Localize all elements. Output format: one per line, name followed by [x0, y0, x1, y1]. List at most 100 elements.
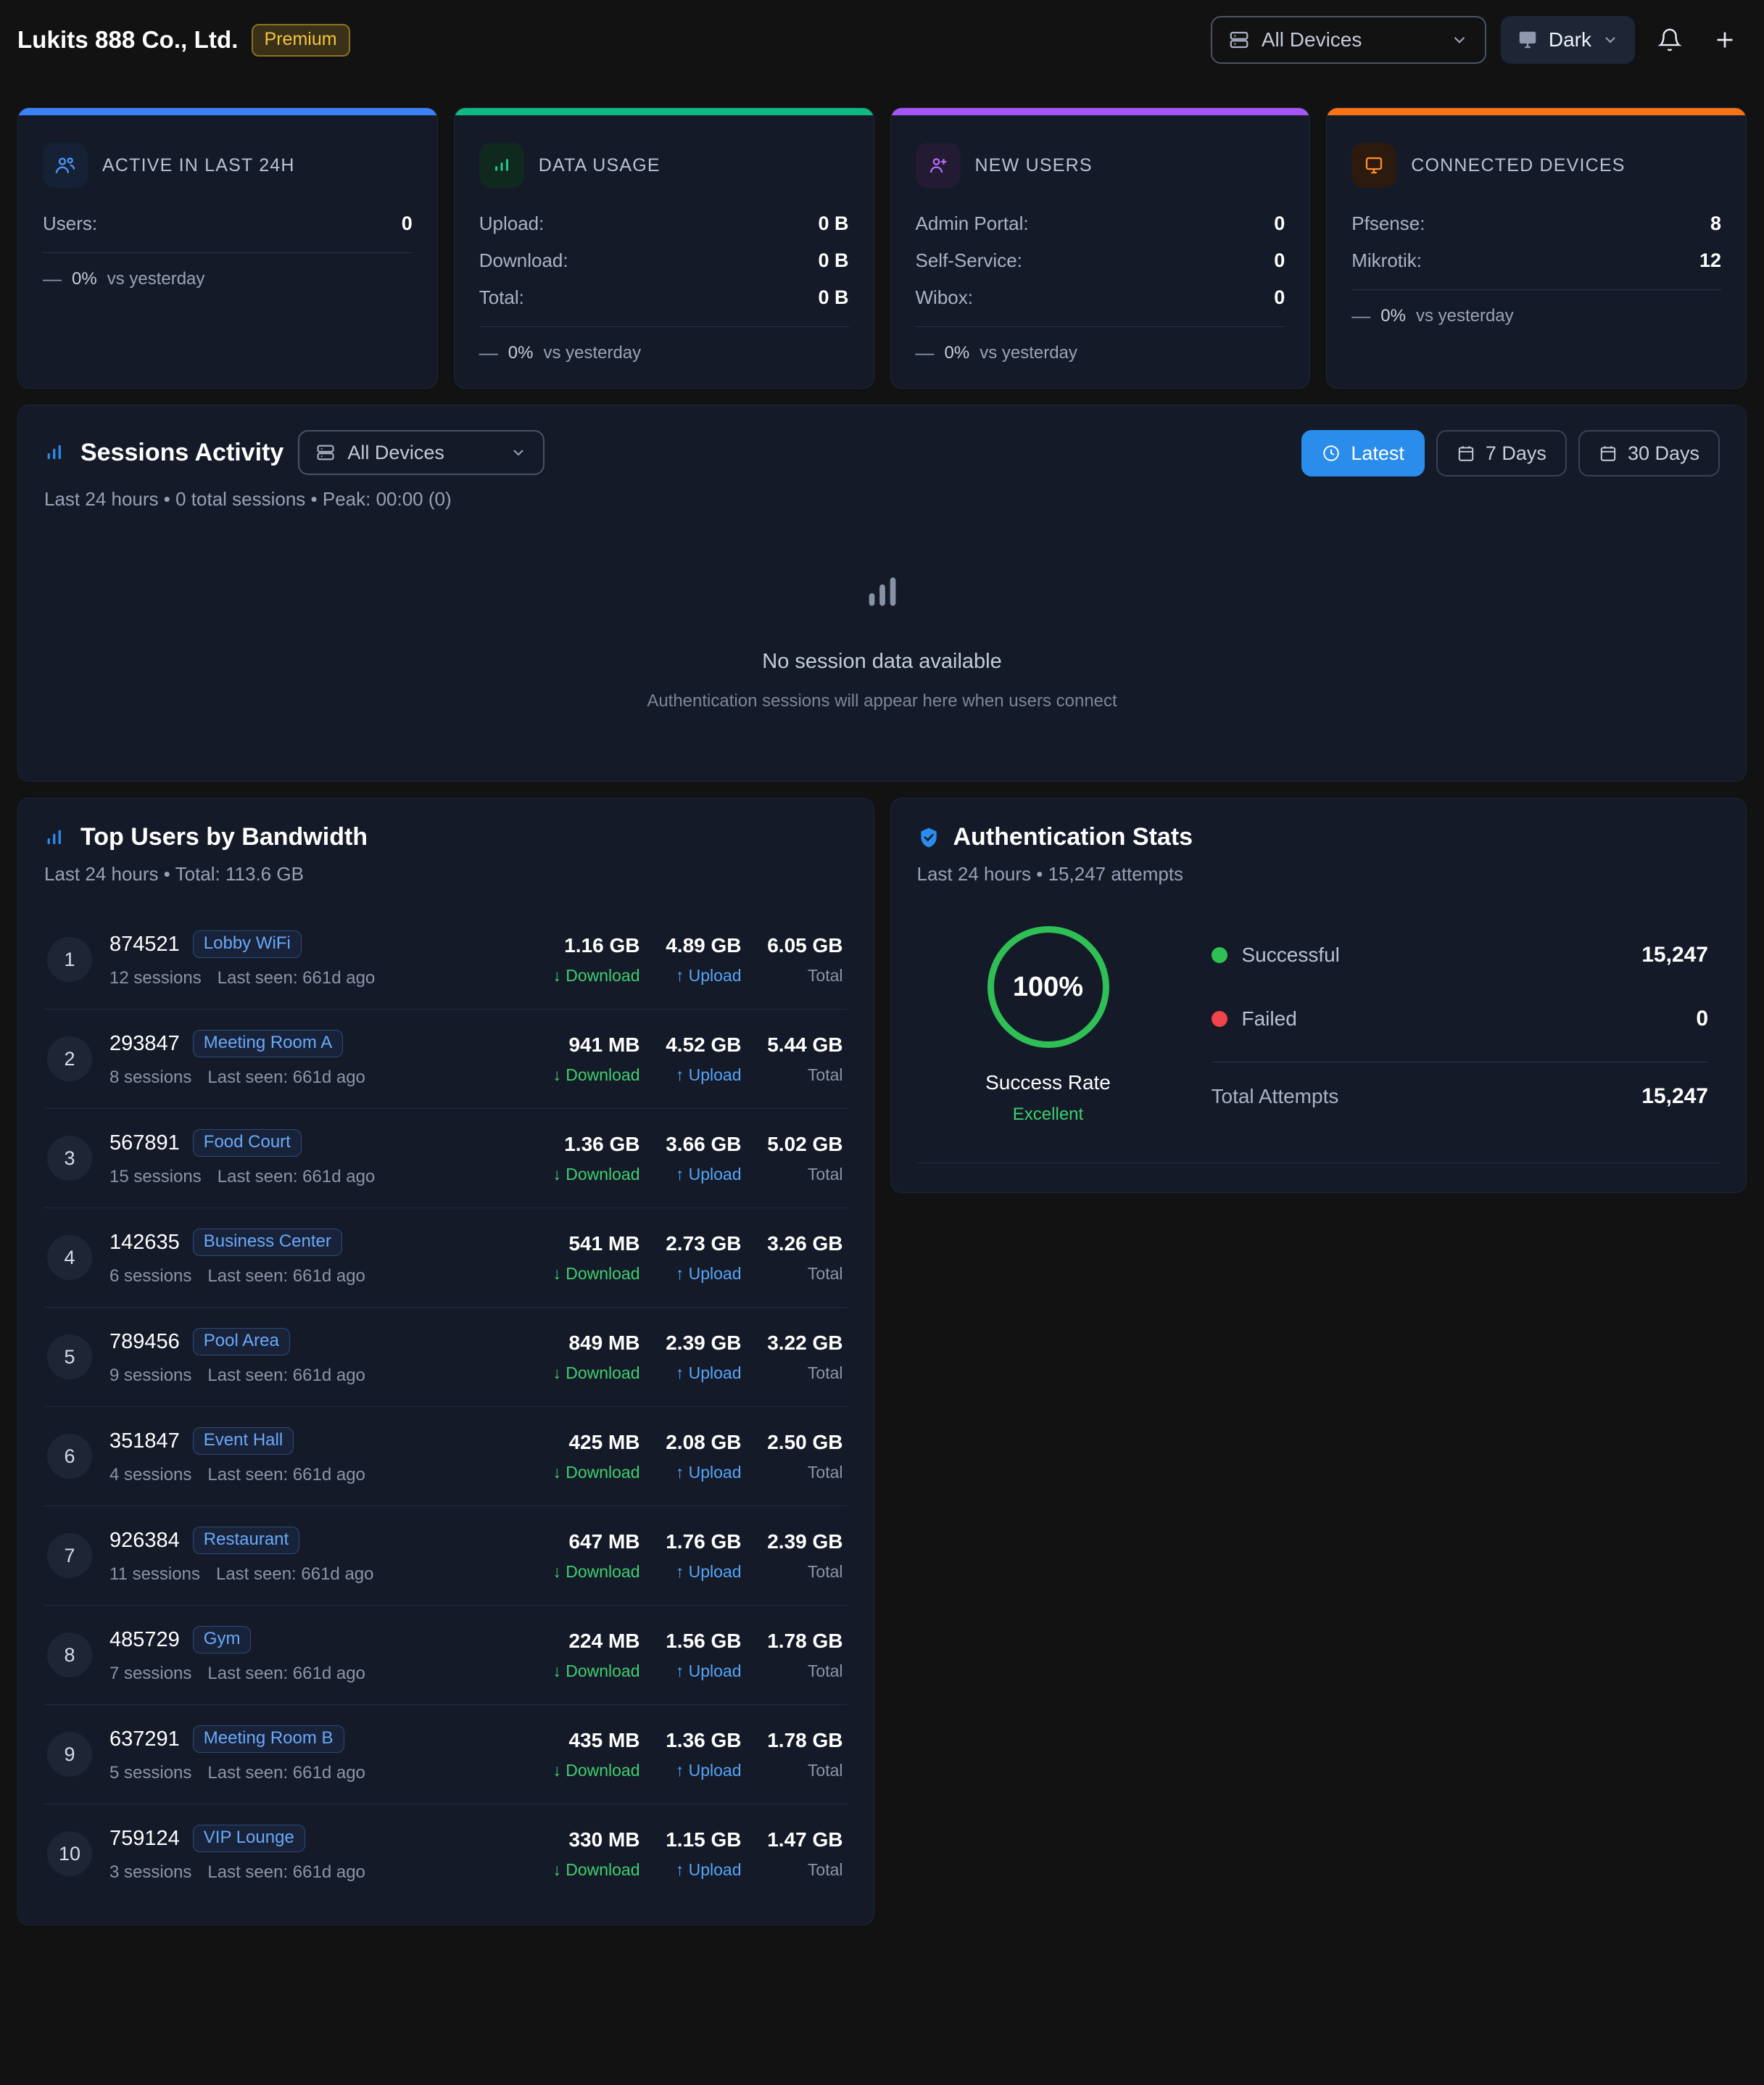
- tab-latest[interactable]: Latest: [1301, 430, 1425, 476]
- download-value: 849 MB: [568, 1331, 640, 1354]
- download-label: ↓ Download: [552, 1859, 640, 1879]
- download-label: ↓ Download: [552, 1065, 640, 1084]
- auth-title: Authentication Stats: [953, 823, 1193, 851]
- total-value: 1.78 GB: [767, 1629, 843, 1652]
- row-secondary: 11 sessions Last seen: 661d ago: [109, 1564, 521, 1585]
- add-button[interactable]: [1705, 20, 1745, 60]
- tab-30-days[interactable]: 30 Days: [1578, 430, 1720, 476]
- zone-chip: Pool Area: [192, 1328, 290, 1355]
- gauge-quality: Excellent: [1012, 1105, 1084, 1124]
- clock-icon: [1322, 444, 1341, 463]
- total-value: 6.05 GB: [767, 933, 843, 957]
- table-row[interactable]: 2 293847 Meeting Room A 8 sessions Last …: [44, 1009, 848, 1108]
- top-users-list: 1 874521 Lobby WiFi 12 sessions Last see…: [44, 910, 848, 1903]
- card-rows: Users: 0: [43, 212, 413, 235]
- last-seen: Last seen: 661d ago: [207, 1266, 365, 1286]
- download-value: 941 MB: [568, 1033, 640, 1056]
- total-label: Total: [807, 1263, 843, 1283]
- card-header: CONNECTED DEVICES: [1351, 143, 1721, 188]
- auth-total-row: Total Attempts 15,247: [1212, 1073, 1709, 1120]
- rank-badge: 3: [47, 1136, 92, 1181]
- bar-chart-icon: [861, 571, 903, 614]
- metric-upload: 4.52 GB ↑ Upload: [640, 1033, 741, 1085]
- download-label: ↓ Download: [552, 1462, 640, 1482]
- trend-text: vs yesterday: [1415, 305, 1514, 326]
- sessions-header-left: Sessions Activity All Devices: [44, 430, 545, 511]
- upload-label: ↑ Upload: [675, 1263, 742, 1283]
- card-accent-bar: [454, 108, 874, 115]
- table-row[interactable]: 10 759124 VIP Lounge 3 sessions Last see…: [44, 1804, 848, 1903]
- metric-total: 1.47 GB Total: [742, 1828, 843, 1880]
- rank-badge: 10: [47, 1831, 92, 1876]
- table-row[interactable]: 6 351847 Event Hall 4 sessions Last seen…: [44, 1406, 848, 1506]
- stat-line: Admin Portal: 0: [916, 212, 1285, 235]
- total-label: Total: [807, 1859, 843, 1879]
- chevron-down-icon: [510, 444, 527, 461]
- table-row[interactable]: 1 874521 Lobby WiFi 12 sessions Last see…: [44, 910, 848, 1009]
- tab-7-days[interactable]: 7 Days: [1436, 430, 1567, 476]
- table-row[interactable]: 5 789456 Pool Area 9 sessions Last seen:…: [44, 1307, 848, 1406]
- upload-label: ↑ Upload: [675, 1363, 742, 1382]
- stat-value: 12: [1699, 249, 1721, 271]
- sessions-empty-state: No session data available Authentication…: [44, 511, 1720, 752]
- user-id: 485729: [109, 1627, 180, 1651]
- sessions-count: 7 sessions: [109, 1664, 192, 1683]
- zone-chip: Business Center: [192, 1229, 342, 1256]
- trend-symbol: —: [479, 342, 498, 363]
- row-metrics: 941 MB ↓ Download 4.52 GB ↑ Upload 5.44 …: [539, 1033, 842, 1085]
- row-primary: 874521 Lobby WiFi: [109, 930, 521, 958]
- server-icon: [1228, 29, 1250, 51]
- theme-toggle[interactable]: Dark: [1500, 16, 1635, 64]
- metric-download: 224 MB ↓ Download: [539, 1630, 639, 1681]
- trend-pct: 0%: [1380, 305, 1406, 326]
- metric-download: 425 MB ↓ Download: [539, 1431, 640, 1482]
- row-main: 142635 Business Center 6 sessions Last s…: [109, 1229, 521, 1287]
- stat-label: Mikrotik:: [1351, 249, 1423, 271]
- notifications-button[interactable]: [1649, 20, 1690, 60]
- user-id: 637291: [109, 1727, 180, 1751]
- stat-value: 0: [1274, 249, 1285, 271]
- last-seen: Last seen: 661d ago: [207, 1366, 365, 1385]
- total-attempts-label: Total Attempts: [1211, 1084, 1339, 1107]
- sessions-count: 8 sessions: [109, 1068, 192, 1087]
- row-primary: 351847 Event Hall: [109, 1427, 521, 1455]
- row-metrics: 330 MB ↓ Download 1.15 GB ↑ Upload 1.47 …: [539, 1828, 843, 1880]
- table-row[interactable]: 3 567891 Food Court 15 sessions Last see…: [44, 1108, 848, 1207]
- device-filter-select[interactable]: All Devices: [1210, 16, 1486, 64]
- monitor-icon: [1351, 143, 1397, 188]
- user-id: 789456: [109, 1329, 180, 1353]
- card-title: NEW USERS: [974, 154, 1093, 176]
- metric-total: 3.22 GB Total: [742, 1331, 842, 1383]
- bottom-section: Top Users by Bandwidth Last 24 hours • T…: [0, 782, 1764, 1925]
- sessions-count: 3 sessions: [109, 1862, 192, 1882]
- sessions-count: 4 sessions: [109, 1465, 192, 1485]
- card-title: DATA USAGE: [538, 154, 661, 176]
- row-primary: 637291 Meeting Room B: [109, 1725, 521, 1753]
- table-row[interactable]: 7 926384 Restaurant 11 sessions Last see…: [44, 1506, 848, 1605]
- metric-upload: 1.76 GB ↑ Upload: [640, 1530, 741, 1582]
- metric-total: 3.26 GB Total: [742, 1232, 843, 1284]
- row-main: 293847 Meeting Room A 8 sessions Last se…: [109, 1030, 521, 1088]
- sessions-device-value: All Devices: [347, 441, 444, 463]
- total-value: 5.02 GB: [767, 1132, 843, 1155]
- rank-badge: 7: [47, 1533, 92, 1578]
- stat-label: Upload:: [479, 212, 544, 234]
- metric-download: 330 MB ↓ Download: [539, 1828, 640, 1880]
- sessions-count: 15 sessions: [109, 1167, 202, 1186]
- sessions-device-select[interactable]: All Devices: [298, 430, 545, 475]
- zone-chip: Event Hall: [192, 1427, 294, 1455]
- successful-value: 15,247: [1641, 942, 1708, 967]
- table-row[interactable]: 9 637291 Meeting Room B 5 sessions Last …: [44, 1704, 848, 1804]
- status-dot-success: [1211, 946, 1227, 963]
- row-secondary: 4 sessions Last seen: 661d ago: [109, 1465, 521, 1485]
- download-value: 1.16 GB: [564, 933, 640, 957]
- trend-text: vs yesterday: [107, 268, 205, 289]
- sessions-section: Sessions Activity All Devices: [0, 389, 1764, 782]
- calendar-icon: [1599, 444, 1618, 463]
- row-main: 637291 Meeting Room B 5 sessions Last se…: [109, 1725, 521, 1783]
- gauge-ring: 100%: [987, 926, 1109, 1048]
- theme-label: Dark: [1548, 28, 1591, 51]
- table-row[interactable]: 4 142635 Business Center 6 sessions Last…: [44, 1207, 848, 1307]
- table-row[interactable]: 8 485729 Gym 7 sessions Last seen: 661d …: [44, 1605, 848, 1704]
- stat-label: Admin Portal:: [915, 212, 1029, 234]
